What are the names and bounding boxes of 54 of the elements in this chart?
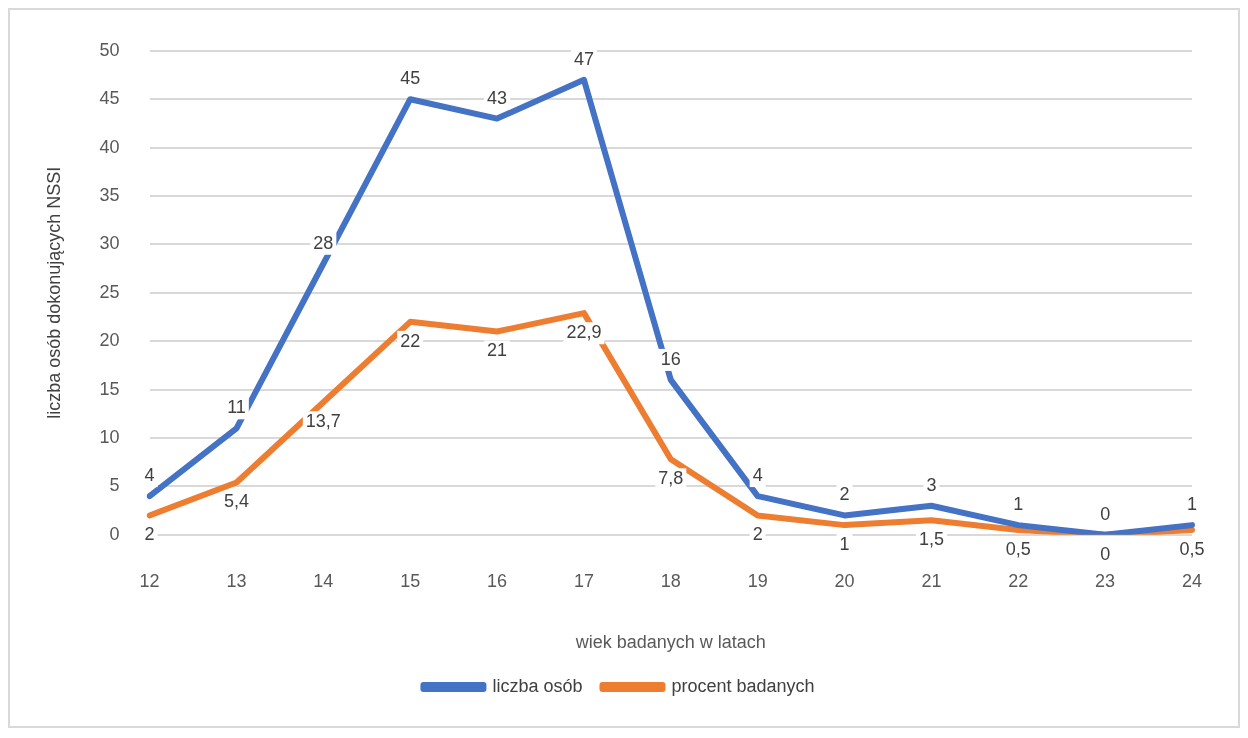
y-tick-label: 30 [99, 233, 120, 254]
data-label: 2 [752, 524, 763, 545]
data-label: 1 [839, 534, 850, 555]
y-tick-label: 45 [99, 88, 120, 109]
y-tick-label: 20 [99, 330, 120, 351]
data-label: 0 [1100, 503, 1111, 524]
data-label: 13,7 [305, 411, 341, 432]
x-tick-label: 17 [573, 570, 594, 591]
y-tick-label: 5 [109, 475, 120, 496]
x-tick-label: 21 [921, 570, 942, 591]
data-label: 1 [1186, 494, 1197, 515]
y-tick-label: 15 [99, 378, 120, 399]
x-tick-label: 19 [747, 570, 768, 591]
data-label: 22,9 [566, 322, 602, 343]
data-label: 0 [1100, 543, 1111, 564]
data-label: 0,5 [1005, 538, 1031, 559]
data-label: 11 [227, 397, 246, 418]
legend-label: liczba osób [492, 675, 583, 696]
data-label: 47 [573, 48, 594, 69]
x-axis-title: wiek badanych w latach [574, 632, 766, 653]
data-label: 1 [1013, 494, 1024, 515]
data-label: 1,5 [918, 529, 944, 550]
x-tick-label: 13 [226, 570, 247, 591]
y-tick-label: 35 [99, 184, 120, 205]
data-label: 16 [660, 348, 681, 369]
data-label: 7,8 [658, 468, 684, 489]
data-label: 28 [313, 232, 334, 253]
data-label: 4 [144, 465, 155, 486]
x-tick-label: 20 [834, 570, 855, 591]
y-tick-label: 40 [99, 136, 120, 157]
data-label: 43 [487, 87, 508, 108]
x-tick-label: 12 [139, 570, 160, 591]
y-tick-label: 10 [99, 426, 120, 447]
x-tick-label: 23 [1095, 570, 1116, 591]
data-label: 21 [487, 340, 508, 361]
data-label: 45 [400, 68, 421, 89]
x-tick-label: 16 [487, 570, 508, 591]
data-label: 2 [839, 484, 850, 505]
y-tick-label: 0 [109, 523, 120, 544]
data-label: 22 [400, 330, 421, 351]
y-tick-label: 50 [99, 39, 120, 60]
x-tick-label: 14 [313, 570, 334, 591]
x-tick-label: 15 [400, 570, 421, 591]
x-tick-label: 22 [1008, 570, 1029, 591]
data-label: 0,5 [1179, 538, 1205, 559]
data-label: 2 [144, 524, 155, 545]
y-tick-label: 25 [99, 281, 120, 302]
legend-label: procent badanych [671, 675, 815, 696]
y-axis-title: liczba osób dokonujących NSSI [43, 166, 64, 419]
x-tick-label: 24 [1181, 570, 1202, 591]
data-label: 5,4 [223, 491, 249, 512]
data-label: 3 [926, 474, 937, 495]
x-tick-label: 18 [660, 570, 681, 591]
data-label: 4 [752, 465, 763, 486]
